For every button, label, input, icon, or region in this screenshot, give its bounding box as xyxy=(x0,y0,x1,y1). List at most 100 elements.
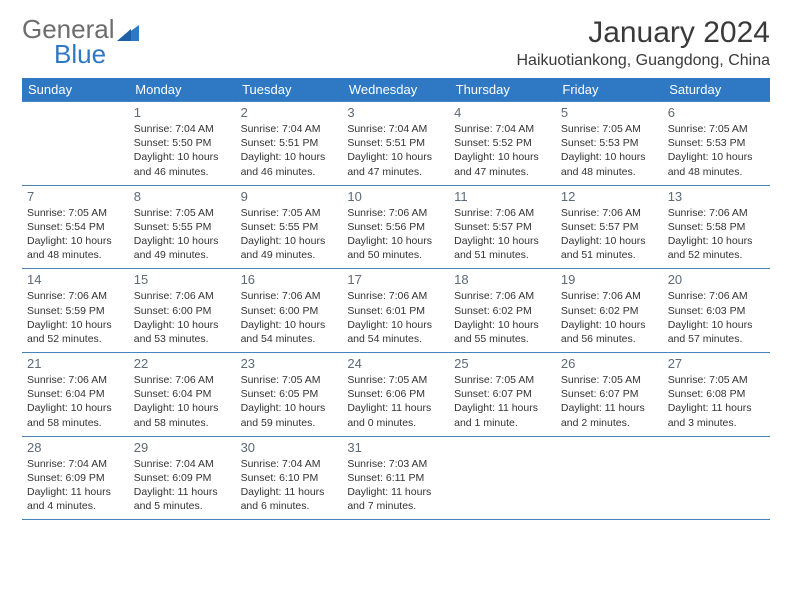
daylight-line: Daylight: 10 hours and 49 minutes. xyxy=(134,234,231,262)
day-details: Sunrise: 7:04 AMSunset: 6:10 PMDaylight:… xyxy=(241,457,338,514)
day-number: 28 xyxy=(27,440,124,455)
sunrise-line: Sunrise: 7:04 AM xyxy=(134,122,231,136)
daylight-line: Daylight: 11 hours and 5 minutes. xyxy=(134,485,231,513)
daylight-line: Daylight: 11 hours and 6 minutes. xyxy=(241,485,338,513)
title-block: January 2024 Haikuotiankong, Guangdong, … xyxy=(516,16,770,70)
calendar-cell: 30Sunrise: 7:04 AMSunset: 6:10 PMDayligh… xyxy=(236,436,343,520)
calendar-cell: 8Sunrise: 7:05 AMSunset: 5:55 PMDaylight… xyxy=(129,185,236,269)
calendar-cell: 2Sunrise: 7:04 AMSunset: 5:51 PMDaylight… xyxy=(236,102,343,186)
daylight-line: Daylight: 11 hours and 1 minute. xyxy=(454,401,551,429)
sunrise-line: Sunrise: 7:05 AM xyxy=(134,206,231,220)
sunrise-line: Sunrise: 7:05 AM xyxy=(454,373,551,387)
day-details: Sunrise: 7:04 AMSunset: 5:50 PMDaylight:… xyxy=(134,122,231,179)
sunset-line: Sunset: 6:00 PM xyxy=(134,304,231,318)
daylight-line: Daylight: 10 hours and 47 minutes. xyxy=(347,150,444,178)
sunrise-line: Sunrise: 7:05 AM xyxy=(241,206,338,220)
sunrise-line: Sunrise: 7:06 AM xyxy=(561,289,658,303)
sunrise-line: Sunrise: 7:05 AM xyxy=(561,122,658,136)
calendar-cell: 15Sunrise: 7:06 AMSunset: 6:00 PMDayligh… xyxy=(129,269,236,353)
logo: General Blue xyxy=(22,16,139,70)
daylight-line: Daylight: 10 hours and 46 minutes. xyxy=(134,150,231,178)
daylight-line: Daylight: 10 hours and 48 minutes. xyxy=(561,150,658,178)
dow-thursday: Thursday xyxy=(449,78,556,102)
day-details: Sunrise: 7:06 AMSunset: 5:57 PMDaylight:… xyxy=(454,206,551,263)
sunset-line: Sunset: 6:04 PM xyxy=(27,387,124,401)
sunrise-line: Sunrise: 7:04 AM xyxy=(347,122,444,136)
sunset-line: Sunset: 6:11 PM xyxy=(347,471,444,485)
daylight-line: Daylight: 11 hours and 2 minutes. xyxy=(561,401,658,429)
sunset-line: Sunset: 6:10 PM xyxy=(241,471,338,485)
calendar-cell: 6Sunrise: 7:05 AMSunset: 5:53 PMDaylight… xyxy=(663,102,770,186)
day-details: Sunrise: 7:05 AMSunset: 6:07 PMDaylight:… xyxy=(561,373,658,430)
daylight-line: Daylight: 11 hours and 4 minutes. xyxy=(27,485,124,513)
day-number: 22 xyxy=(134,356,231,371)
calendar-cell: 18Sunrise: 7:06 AMSunset: 6:02 PMDayligh… xyxy=(449,269,556,353)
sunset-line: Sunset: 6:02 PM xyxy=(454,304,551,318)
daylight-line: Daylight: 10 hours and 54 minutes. xyxy=(347,318,444,346)
calendar-cell: 13Sunrise: 7:06 AMSunset: 5:58 PMDayligh… xyxy=(663,185,770,269)
sunset-line: Sunset: 5:56 PM xyxy=(347,220,444,234)
page-title: January 2024 xyxy=(516,16,770,50)
day-details: Sunrise: 7:06 AMSunset: 5:58 PMDaylight:… xyxy=(668,206,765,263)
day-details: Sunrise: 7:05 AMSunset: 6:08 PMDaylight:… xyxy=(668,373,765,430)
sunset-line: Sunset: 6:02 PM xyxy=(561,304,658,318)
sunset-line: Sunset: 6:04 PM xyxy=(134,387,231,401)
sunrise-line: Sunrise: 7:06 AM xyxy=(668,289,765,303)
daylight-line: Daylight: 10 hours and 52 minutes. xyxy=(668,234,765,262)
sunrise-line: Sunrise: 7:04 AM xyxy=(27,457,124,471)
sunrise-line: Sunrise: 7:06 AM xyxy=(27,373,124,387)
day-number: 5 xyxy=(561,105,658,120)
day-number: 26 xyxy=(561,356,658,371)
sunset-line: Sunset: 6:03 PM xyxy=(668,304,765,318)
sunrise-line: Sunrise: 7:05 AM xyxy=(241,373,338,387)
day-number: 12 xyxy=(561,189,658,204)
sunrise-line: Sunrise: 7:05 AM xyxy=(668,122,765,136)
day-number: 10 xyxy=(347,189,444,204)
logo-triangle-icon xyxy=(117,19,139,45)
day-number: 4 xyxy=(454,105,551,120)
daylight-line: Daylight: 10 hours and 48 minutes. xyxy=(668,150,765,178)
day-details: Sunrise: 7:06 AMSunset: 6:01 PMDaylight:… xyxy=(347,289,444,346)
daylight-line: Daylight: 10 hours and 52 minutes. xyxy=(27,318,124,346)
calendar-cell xyxy=(449,436,556,520)
sunset-line: Sunset: 5:51 PM xyxy=(241,136,338,150)
daylight-line: Daylight: 10 hours and 57 minutes. xyxy=(668,318,765,346)
day-details: Sunrise: 7:04 AMSunset: 6:09 PMDaylight:… xyxy=(134,457,231,514)
sunrise-line: Sunrise: 7:06 AM xyxy=(134,289,231,303)
calendar-week-row: 1 Sunrise: 7:04 AMSunset: 5:50 PMDaylight… xyxy=(22,102,770,186)
sunrise-line: Sunrise: 7:05 AM xyxy=(561,373,658,387)
day-details: Sunrise: 7:05 AMSunset: 6:05 PMDaylight:… xyxy=(241,373,338,430)
sunset-line: Sunset: 5:54 PM xyxy=(27,220,124,234)
calendar-cell: 12Sunrise: 7:06 AMSunset: 5:57 PMDayligh… xyxy=(556,185,663,269)
calendar-cell: 20Sunrise: 7:06 AMSunset: 6:03 PMDayligh… xyxy=(663,269,770,353)
day-details: Sunrise: 7:03 AMSunset: 6:11 PMDaylight:… xyxy=(347,457,444,514)
sunset-line: Sunset: 6:00 PM xyxy=(241,304,338,318)
sunrise-line: Sunrise: 7:04 AM xyxy=(134,457,231,471)
calendar-cell xyxy=(556,436,663,520)
day-number: 11 xyxy=(454,189,551,204)
sunset-line: Sunset: 5:55 PM xyxy=(134,220,231,234)
day-number: 23 xyxy=(241,356,338,371)
sunrise-line: Sunrise: 7:06 AM xyxy=(347,289,444,303)
dow-monday: Monday xyxy=(129,78,236,102)
daylight-line: Daylight: 10 hours and 56 minutes. xyxy=(561,318,658,346)
calendar-week-row: 28Sunrise: 7:04 AMSunset: 6:09 PMDayligh… xyxy=(22,436,770,520)
header: General Blue January 2024 Haikuotiankong… xyxy=(22,16,770,70)
sunset-line: Sunset: 6:09 PM xyxy=(27,471,124,485)
day-number: 1 xyxy=(134,105,231,120)
sunrise-line: Sunrise: 7:06 AM xyxy=(347,206,444,220)
dow-row: Sunday Monday Tuesday Wednesday Thursday… xyxy=(22,78,770,102)
daylight-line: Daylight: 10 hours and 59 minutes. xyxy=(241,401,338,429)
day-number: 6 xyxy=(668,105,765,120)
sunset-line: Sunset: 6:09 PM xyxy=(134,471,231,485)
calendar-table: Sunday Monday Tuesday Wednesday Thursday… xyxy=(22,78,770,520)
sunset-line: Sunset: 6:01 PM xyxy=(347,304,444,318)
day-number: 2 xyxy=(241,105,338,120)
calendar-cell: 25Sunrise: 7:05 AMSunset: 6:07 PMDayligh… xyxy=(449,353,556,437)
sunset-line: Sunset: 5:53 PM xyxy=(561,136,658,150)
daylight-line: Daylight: 10 hours and 48 minutes. xyxy=(27,234,124,262)
location: Haikuotiankong, Guangdong, China xyxy=(516,52,770,70)
daylight-line: Daylight: 10 hours and 53 minutes. xyxy=(134,318,231,346)
sunset-line: Sunset: 5:57 PM xyxy=(561,220,658,234)
dow-wednesday: Wednesday xyxy=(342,78,449,102)
